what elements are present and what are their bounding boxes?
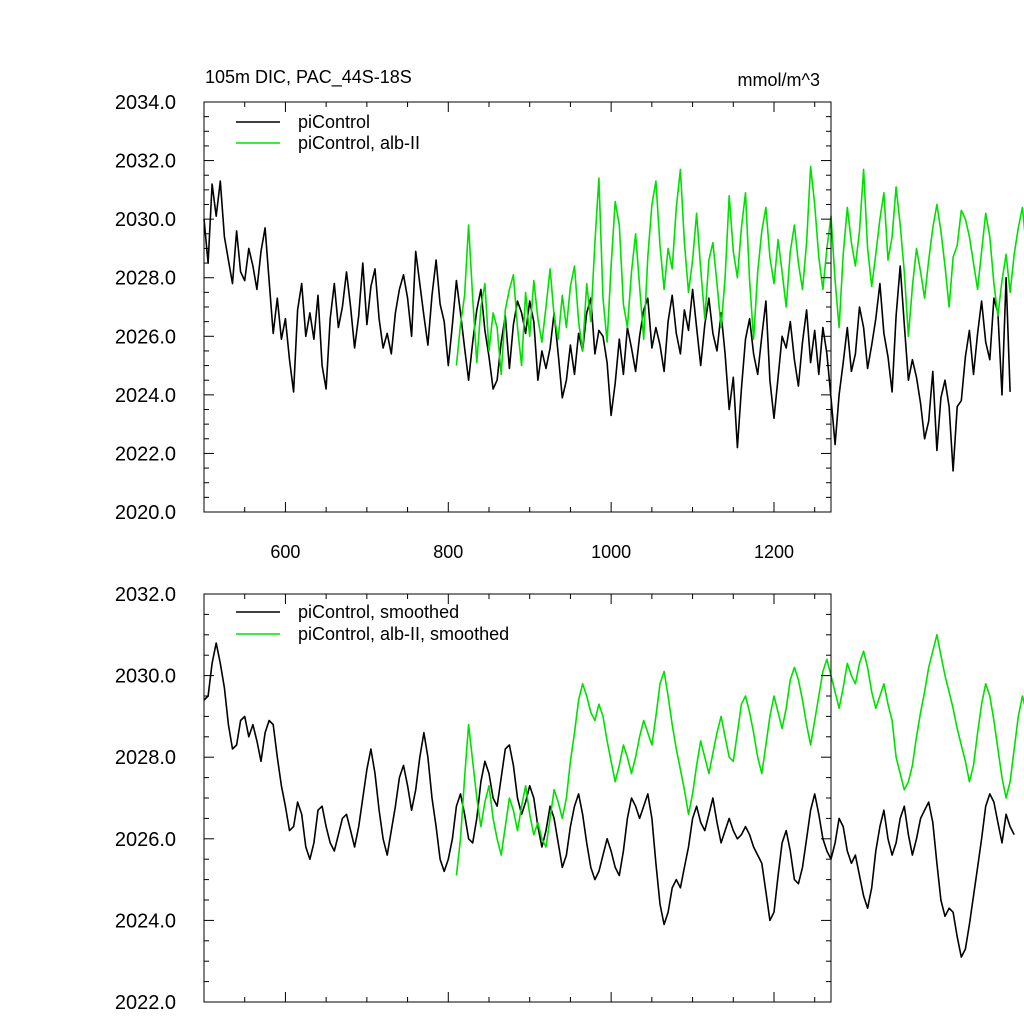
y-tick-label: 2022.0 bbox=[115, 992, 176, 1014]
y-tick-label: 2028.0 bbox=[115, 268, 176, 290]
series-line-picontrol-alb-ii bbox=[455, 165, 1024, 376]
x-tick-label: 1000 bbox=[591, 542, 631, 562]
top-legend: piControl piControl, alb-II bbox=[236, 112, 420, 153]
y-tick-label: 2034.0 bbox=[115, 92, 176, 114]
y-tick-label: 2028.0 bbox=[115, 747, 176, 769]
bottom-legend: piControl, smoothed piControl, alb-II, s… bbox=[236, 602, 509, 644]
y-tick-label: 2020.0 bbox=[115, 502, 176, 524]
y-tick-label: 2030.0 bbox=[115, 209, 176, 231]
y-tick-label: 2032.0 bbox=[115, 584, 176, 606]
chart-title: 105m DIC, PAC_44S-18S bbox=[205, 67, 412, 88]
units-label: mmol/m^3 bbox=[738, 70, 820, 90]
x-tick-label: 800 bbox=[433, 542, 463, 562]
top-panel: 105m DIC, PAC_44S-18S mmol/m^3 600 800 100… bbox=[115, 67, 1024, 562]
series-line-picontrol-alb-ii-smoothed bbox=[455, 633, 1024, 876]
legend-label-alb-ii-smoothed: piControl, alb-II, smoothed bbox=[298, 624, 509, 644]
y-tick-label: 2030.0 bbox=[115, 666, 176, 688]
y-tick-label: 2022.0 bbox=[115, 443, 176, 465]
bottom-panel: 2022.0 2024.0 2026.0 2028.0 2030.0 2032.0 piC… bbox=[115, 584, 1024, 1014]
legend-label-alb-ii: piControl, alb-II bbox=[298, 133, 420, 153]
legend-label-picontrol: piControl bbox=[298, 112, 370, 132]
x-tick-label: 1200 bbox=[754, 542, 794, 562]
y-tick-label: 2024.0 bbox=[115, 910, 176, 932]
y-tick-label: 2024.0 bbox=[115, 385, 176, 407]
y-tick-label: 2032.0 bbox=[115, 151, 176, 173]
y-tick-label: 2026.0 bbox=[115, 829, 176, 851]
series-line-picontrol-smoothed bbox=[203, 642, 1015, 958]
legend-label-picontrol-smoothed: piControl, smoothed bbox=[298, 602, 459, 622]
y-tick-label: 2026.0 bbox=[115, 326, 176, 348]
x-tick-label: 600 bbox=[270, 542, 300, 562]
series-line-picontrol bbox=[203, 180, 1011, 472]
